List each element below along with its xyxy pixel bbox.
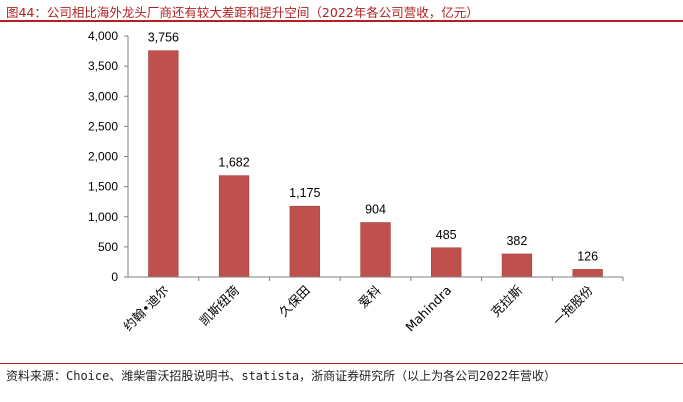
- y-tick-label: 1,500: [88, 180, 118, 194]
- y-tick-label: 500: [98, 240, 118, 254]
- bar-4: [360, 222, 391, 278]
- y-tick-label: 4,000: [88, 29, 118, 43]
- y-tick-label: 1,000: [88, 210, 118, 224]
- x-tick-label: 一拖股份: [550, 282, 596, 328]
- data-label: 126: [577, 249, 598, 263]
- x-tick-label: 约翰•迪尔: [120, 283, 171, 334]
- y-tick-label: 3,000: [88, 89, 118, 103]
- bar-5: [431, 247, 462, 278]
- bar-2: [218, 175, 250, 278]
- data-label: 3,756: [148, 31, 179, 45]
- x-tick-label: 凯斯纽荷: [196, 283, 242, 329]
- data-label: 904: [365, 203, 386, 217]
- y-tick-label: 2,500: [88, 119, 118, 133]
- bar-7: [572, 269, 603, 278]
- data-label: 382: [506, 234, 527, 248]
- x-tick-label: 克拉斯: [488, 283, 525, 320]
- x-tick-label: Mahindra: [402, 283, 454, 335]
- source-divider: [0, 363, 683, 364]
- source-note: 资料来源：Choice、潍柴雷沃招股说明书、statista，浙商证券研究所（以…: [6, 369, 557, 383]
- x-tick-label: 久保田: [276, 283, 313, 320]
- y-axis: 0 500 1,000 1,500 2,000 2,500 3,000 3,500 4,000: [88, 29, 129, 284]
- figure-title: 图44：公司相比海外龙头厂商还有较大差距和提升空间（2022年各公司营收，亿元）: [6, 5, 479, 20]
- bar-3: [289, 205, 320, 278]
- x-tick-label: 爱科: [355, 282, 384, 311]
- bar-chart: 05001,0001,5002,0002,5003,0003,5004,000 …: [88, 29, 624, 335]
- y-tick-label: 3,500: [88, 59, 118, 73]
- y-tick-label: 0: [111, 270, 118, 284]
- y-tick-label: 2,000: [88, 150, 118, 164]
- bar-1: [148, 50, 179, 278]
- title-divider: [0, 20, 683, 22]
- data-label: 485: [436, 228, 457, 242]
- x-axis: 约翰•迪尔 凯斯纽荷 久保田 爱科 Mahindra 克拉斯 一拖股份: [120, 276, 624, 335]
- value-labels: 3,756 1,682 1,175 904 485 382 126: [148, 31, 598, 264]
- bar-6: [501, 253, 533, 278]
- bars: [148, 50, 603, 278]
- data-label: 1,175: [289, 186, 320, 200]
- data-label: 1,682: [218, 156, 249, 170]
